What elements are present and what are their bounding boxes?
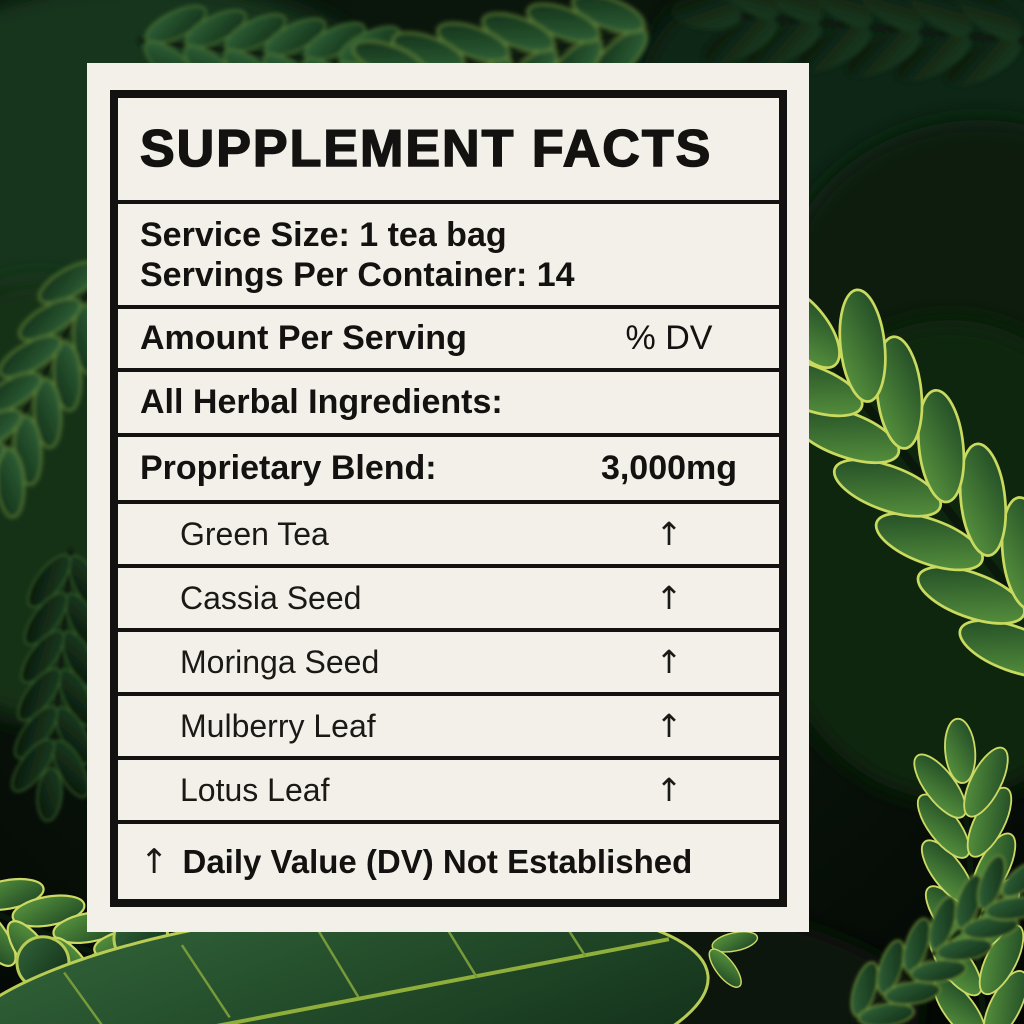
dv-not-established-arrow-icon: ↑: [655, 579, 683, 617]
panel-title: SUPPLEMENT FACTS: [139, 119, 713, 179]
column-header-row: Amount Per Serving % DV: [118, 305, 779, 368]
ingredient-row-green-tea: Green Tea ↑: [118, 500, 779, 564]
ingredient-name: Cassia Seed: [180, 579, 362, 616]
ingredient-row-lotus-leaf: Lotus Leaf ↑: [118, 756, 779, 820]
serving-size-text: Service Size: 1 tea bag: [140, 215, 507, 254]
ingredient-name: Moringa Seed: [180, 643, 380, 680]
all-herbal-ingredients-label: All Herbal Ingredients:: [140, 383, 503, 421]
ingredient-row-mulberry-leaf: Mulberry Leaf ↑: [118, 692, 779, 756]
dv-not-established-arrow-icon: ↑: [655, 771, 683, 809]
supplement-facts-panel: SUPPLEMENT FACTS Service Size: 1 tea bag…: [87, 63, 809, 932]
serving-info-row: Service Size: 1 tea bag Servings Per Con…: [118, 200, 779, 305]
proprietary-blend-amount: 3,000mg: [600, 449, 738, 487]
footnote-row: ↑ Daily Value (DV) Not Established: [118, 820, 779, 899]
proprietary-blend-row: Proprietary Blend: 3,000mg: [118, 433, 779, 500]
ingredient-row-moringa-seed: Moringa Seed ↑: [118, 628, 779, 692]
ingredient-row-cassia-seed: Cassia Seed ↑: [118, 564, 779, 628]
dv-not-established-arrow-icon: ↑: [655, 707, 683, 745]
percent-dv-header: % DV: [625, 319, 713, 357]
title-row: SUPPLEMENT FACTS: [118, 98, 779, 200]
amount-per-serving-header: Amount Per Serving: [140, 319, 467, 357]
footnote-arrow-icon: ↑: [140, 841, 169, 882]
dv-not-established-arrow-icon: ↑: [655, 515, 683, 553]
ingredient-name: Mulberry Leaf: [180, 707, 376, 744]
ingredient-name: Lotus Leaf: [180, 771, 330, 808]
section-header-row: All Herbal Ingredients:: [118, 368, 779, 433]
facts-border-box: SUPPLEMENT FACTS Service Size: 1 tea bag…: [110, 90, 787, 907]
dv-not-established-arrow-icon: ↑: [655, 643, 683, 681]
ingredient-name: Green Tea: [180, 515, 329, 552]
proprietary-blend-label: Proprietary Blend:: [140, 449, 437, 487]
servings-per-container-text: Servings Per Container: 14: [140, 255, 575, 294]
footnote-text: Daily Value (DV) Not Established: [182, 842, 693, 880]
